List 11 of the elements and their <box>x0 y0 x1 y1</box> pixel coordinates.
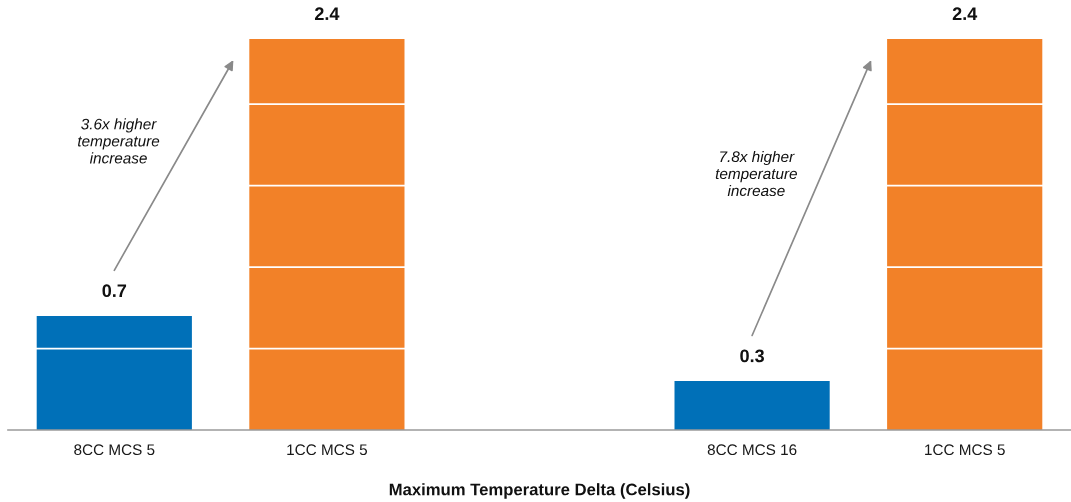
x-tick-label: 1CC MCS 5 <box>287 444 368 456</box>
data-label: 0.3 <box>740 349 764 363</box>
data-label: 2.4 <box>952 7 978 20</box>
x-tick-label: 8CC MCS 16 <box>707 444 797 456</box>
x-tick-label: 8CC MCS 5 <box>74 444 155 456</box>
data-label: 2.4 <box>314 7 340 20</box>
data-label: 0.7 <box>102 284 127 298</box>
x-axis-title: Maximum Temperature Delta (Celsius) <box>389 483 690 499</box>
annotation: 7.8x higher temperature increase <box>715 150 797 197</box>
x-tick-label: 1CC MCS 5 <box>925 444 1005 456</box>
annotation: 3.6x higher temperature increase <box>78 118 160 164</box>
